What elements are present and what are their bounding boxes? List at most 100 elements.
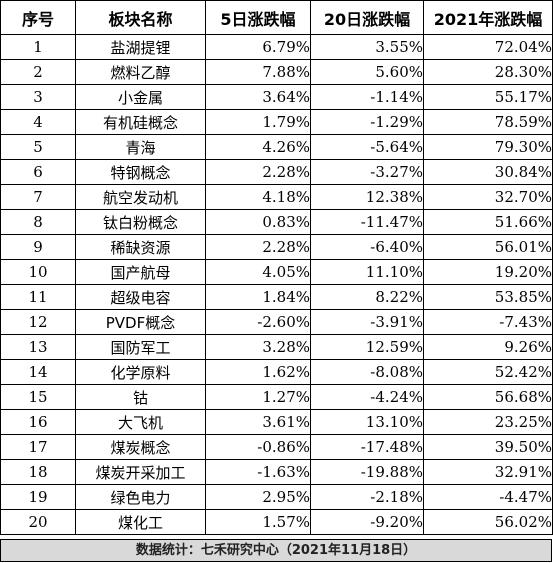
cell-change-2021: -7.43% <box>423 309 553 335</box>
cell-change-5day: 4.26% <box>205 134 311 160</box>
cell-row-index: 1 <box>0 34 76 60</box>
cell-sector-name: PVDF概念 <box>75 309 206 335</box>
cell-change-2021: 79.30% <box>423 134 553 160</box>
cell-sector-name: 特钢概念 <box>75 159 206 185</box>
cell-change-5day: 6.79% <box>205 34 311 60</box>
cell-change-2021: 19.20% <box>423 259 553 285</box>
cell-change-5day: 4.05% <box>205 259 311 285</box>
cell-change-2021: 9.26% <box>423 334 553 360</box>
table-row: 2 燃料乙醇 7.88% 5.60% 28.30% <box>0 59 553 85</box>
header-row: 序号 板块名称 5日涨跌幅 20日涨跌幅 2021年涨跌幅 <box>0 0 553 35</box>
cell-change-5day: 3.61% <box>205 409 311 435</box>
table-row: 16 大飞机 3.61% 13.10% 23.25% <box>0 409 553 435</box>
column-header-2021-change: 2021年涨跌幅 <box>423 0 553 35</box>
cell-change-5day: 0.83% <box>205 209 311 235</box>
cell-row-index: 9 <box>0 234 76 260</box>
cell-sector-name: 绿色电力 <box>75 484 206 510</box>
cell-sector-name: 航空发动机 <box>75 184 206 210</box>
table-row: 6 特钢概念 2.28% -3.27% 30.84% <box>0 159 553 185</box>
table-row: 14 化学原料 1.62% -8.08% 52.42% <box>0 359 553 385</box>
cell-sector-name: 燃料乙醇 <box>75 59 206 85</box>
table-row: 7 航空发动机 4.18% 12.38% 32.70% <box>0 184 553 210</box>
cell-sector-name: 超级电容 <box>75 284 206 310</box>
cell-change-5day: 1.79% <box>205 109 311 135</box>
cell-row-index: 8 <box>0 209 76 235</box>
cell-sector-name: 钛白粉概念 <box>75 209 206 235</box>
cell-change-5day: 4.18% <box>205 184 311 210</box>
cell-change-2021: 53.85% <box>423 284 553 310</box>
table-row: 4 有机硅概念 1.79% -1.29% 78.59% <box>0 109 553 135</box>
cell-row-index: 11 <box>0 284 76 310</box>
cell-sector-name: 小金属 <box>75 84 206 110</box>
table-row: 15 钴 1.27% -4.24% 56.68% <box>0 384 553 410</box>
table-header: 序号 板块名称 5日涨跌幅 20日涨跌幅 2021年涨跌幅 <box>0 0 553 35</box>
cell-change-5day: -2.60% <box>205 309 311 335</box>
table-row: 17 煤炭概念 -0.86% -17.48% 39.50% <box>0 434 553 460</box>
column-header-sector-name: 板块名称 <box>75 0 206 35</box>
cell-change-5day: 1.84% <box>205 284 311 310</box>
cell-change-2021: 55.17% <box>423 84 553 110</box>
cell-change-5day: -0.86% <box>205 434 311 460</box>
table-row: 13 国防军工 3.28% 12.59% 9.26% <box>0 334 553 360</box>
cell-change-5day: 2.28% <box>205 234 311 260</box>
cell-change-20day: -19.88% <box>310 459 424 485</box>
cell-change-2021: 39.50% <box>423 434 553 460</box>
cell-change-5day: 7.88% <box>205 59 311 85</box>
cell-change-20day: -2.18% <box>310 484 424 510</box>
table-row: 12 PVDF概念 -2.60% -3.91% -7.43% <box>0 309 553 335</box>
cell-change-20day: -1.29% <box>310 109 424 135</box>
cell-sector-name: 钴 <box>75 384 206 410</box>
table-row: 20 煤化工 1.57% -9.20% 56.02% <box>0 509 553 535</box>
cell-row-index: 13 <box>0 334 76 360</box>
cell-change-20day: 13.10% <box>310 409 424 435</box>
cell-sector-name: 煤炭开采加工 <box>75 459 206 485</box>
cell-change-2021: 56.02% <box>423 509 553 535</box>
cell-change-2021: 52.42% <box>423 359 553 385</box>
table-row: 19 绿色电力 2.95% -2.18% -4.47% <box>0 484 553 510</box>
cell-row-index: 10 <box>0 259 76 285</box>
cell-change-2021: 72.04% <box>423 34 553 60</box>
cell-change-2021: 28.30% <box>423 59 553 85</box>
cell-sector-name: 煤化工 <box>75 509 206 535</box>
cell-row-index: 2 <box>0 59 76 85</box>
cell-change-20day: 5.60% <box>310 59 424 85</box>
table-row: 10 国产航母 4.05% 11.10% 19.20% <box>0 259 553 285</box>
cell-change-2021: 56.68% <box>423 384 553 410</box>
cell-change-20day: -3.27% <box>310 159 424 185</box>
cell-change-20day: -11.47% <box>310 209 424 235</box>
cell-sector-name: 国防军工 <box>75 334 206 360</box>
cell-row-index: 18 <box>0 459 76 485</box>
table-row: 8 钛白粉概念 0.83% -11.47% 51.66% <box>0 209 553 235</box>
cell-row-index: 16 <box>0 409 76 435</box>
cell-change-20day: -1.14% <box>310 84 424 110</box>
cell-sector-name: 稀缺资源 <box>75 234 206 260</box>
cell-change-2021: 30.84% <box>423 159 553 185</box>
cell-row-index: 14 <box>0 359 76 385</box>
cell-change-20day: -5.64% <box>310 134 424 160</box>
cell-change-2021: 23.25% <box>423 409 553 435</box>
column-header-5day-change: 5日涨跌幅 <box>205 0 311 35</box>
cell-change-5day: 2.28% <box>205 159 311 185</box>
cell-row-index: 4 <box>0 109 76 135</box>
table-row: 5 青海 4.26% -5.64% 79.30% <box>0 134 553 160</box>
cell-change-20day: 3.55% <box>310 34 424 60</box>
cell-change-5day: 1.57% <box>205 509 311 535</box>
cell-row-index: 19 <box>0 484 76 510</box>
table-row: 3 小金属 3.64% -1.14% 55.17% <box>0 84 553 110</box>
cell-row-index: 7 <box>0 184 76 210</box>
cell-sector-name: 大飞机 <box>75 409 206 435</box>
cell-change-20day: -6.40% <box>310 234 424 260</box>
cell-change-20day: -9.20% <box>310 509 424 535</box>
cell-sector-name: 国产航母 <box>75 259 206 285</box>
cell-change-20day: -4.24% <box>310 384 424 410</box>
cell-change-5day: -1.63% <box>205 459 311 485</box>
cell-row-index: 20 <box>0 509 76 535</box>
column-header-20day-change: 20日涨跌幅 <box>310 0 424 35</box>
cell-row-index: 6 <box>0 159 76 185</box>
cell-change-5day: 3.28% <box>205 334 311 360</box>
table-row: 11 超级电容 1.84% 8.22% 53.85% <box>0 284 553 310</box>
cell-change-2021: 78.59% <box>423 109 553 135</box>
cell-change-2021: 32.91% <box>423 459 553 485</box>
cell-sector-name: 化学原料 <box>75 359 206 385</box>
